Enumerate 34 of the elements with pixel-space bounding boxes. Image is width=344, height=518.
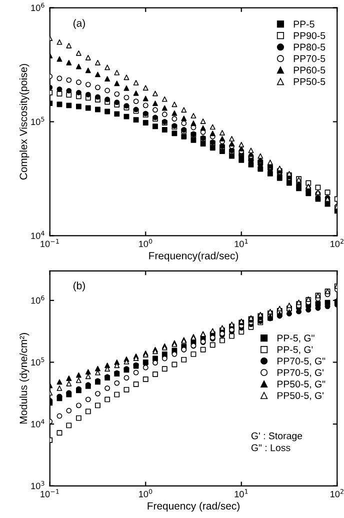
legend-label: PP70-5, G' [277,369,324,378]
x-axis-title: Frequency (rad/sec) [148,502,240,512]
y-tick-label: 10$^{3}$ [31,480,44,490]
legend-label: PP-5 [294,20,314,28]
y-tick-label: 10$^{4}$ [31,419,44,428]
legend-label: PP50-5, G' [277,392,324,400]
x-tick-label: 10$^{1}$ [234,489,248,498]
legend-label: PP-5, G' [277,346,313,354]
x-tick-label: 10$^{1}$ [234,238,248,248]
y-tick-label: 10$^{5}$ [31,357,44,366]
legend-label: PP70-5, G" [277,358,326,366]
legend-label: PP50-5, G" [277,380,326,389]
x-tick-label: 10$^{2}$ [330,489,344,498]
y-tick-label: 10$^{6}$ [31,295,44,304]
y-tick-label: 10$^{6}$ [31,2,44,12]
x-tick-label: 10$^{2}$ [330,238,344,248]
legend-label: PP70-5 [294,55,326,62]
legend-label: PP60-5 [294,66,326,74]
annotation: (a) [74,19,85,29]
annotation: (b) [74,282,85,292]
y-tick-label: 10$^{5}$ [31,116,44,126]
y-axis-title: Modulus (dyne/cm²) [19,333,30,424]
legend-label: PP50-5 [294,78,326,86]
annotation: G' : Storage G" : Loss [251,432,302,452]
x-axis-title: Frequency(rad/sec) [149,252,238,262]
x-tick-label: 10$^{0}$ [139,489,152,498]
legend-label: PP-5, G" [277,334,314,343]
x-tick-label: 10$^{−1}$ [40,238,59,248]
x-tick-label: 10$^{−1}$ [40,489,59,498]
y-axis-title: Complex Viscosity(poise) [19,64,30,180]
x-tick-label: 10$^{0}$ [139,238,152,248]
legend-label: PP80-5 [294,44,326,51]
y-tick-label: 10$^{4}$ [31,230,44,239]
legend-label: PP90-5 [294,32,326,40]
